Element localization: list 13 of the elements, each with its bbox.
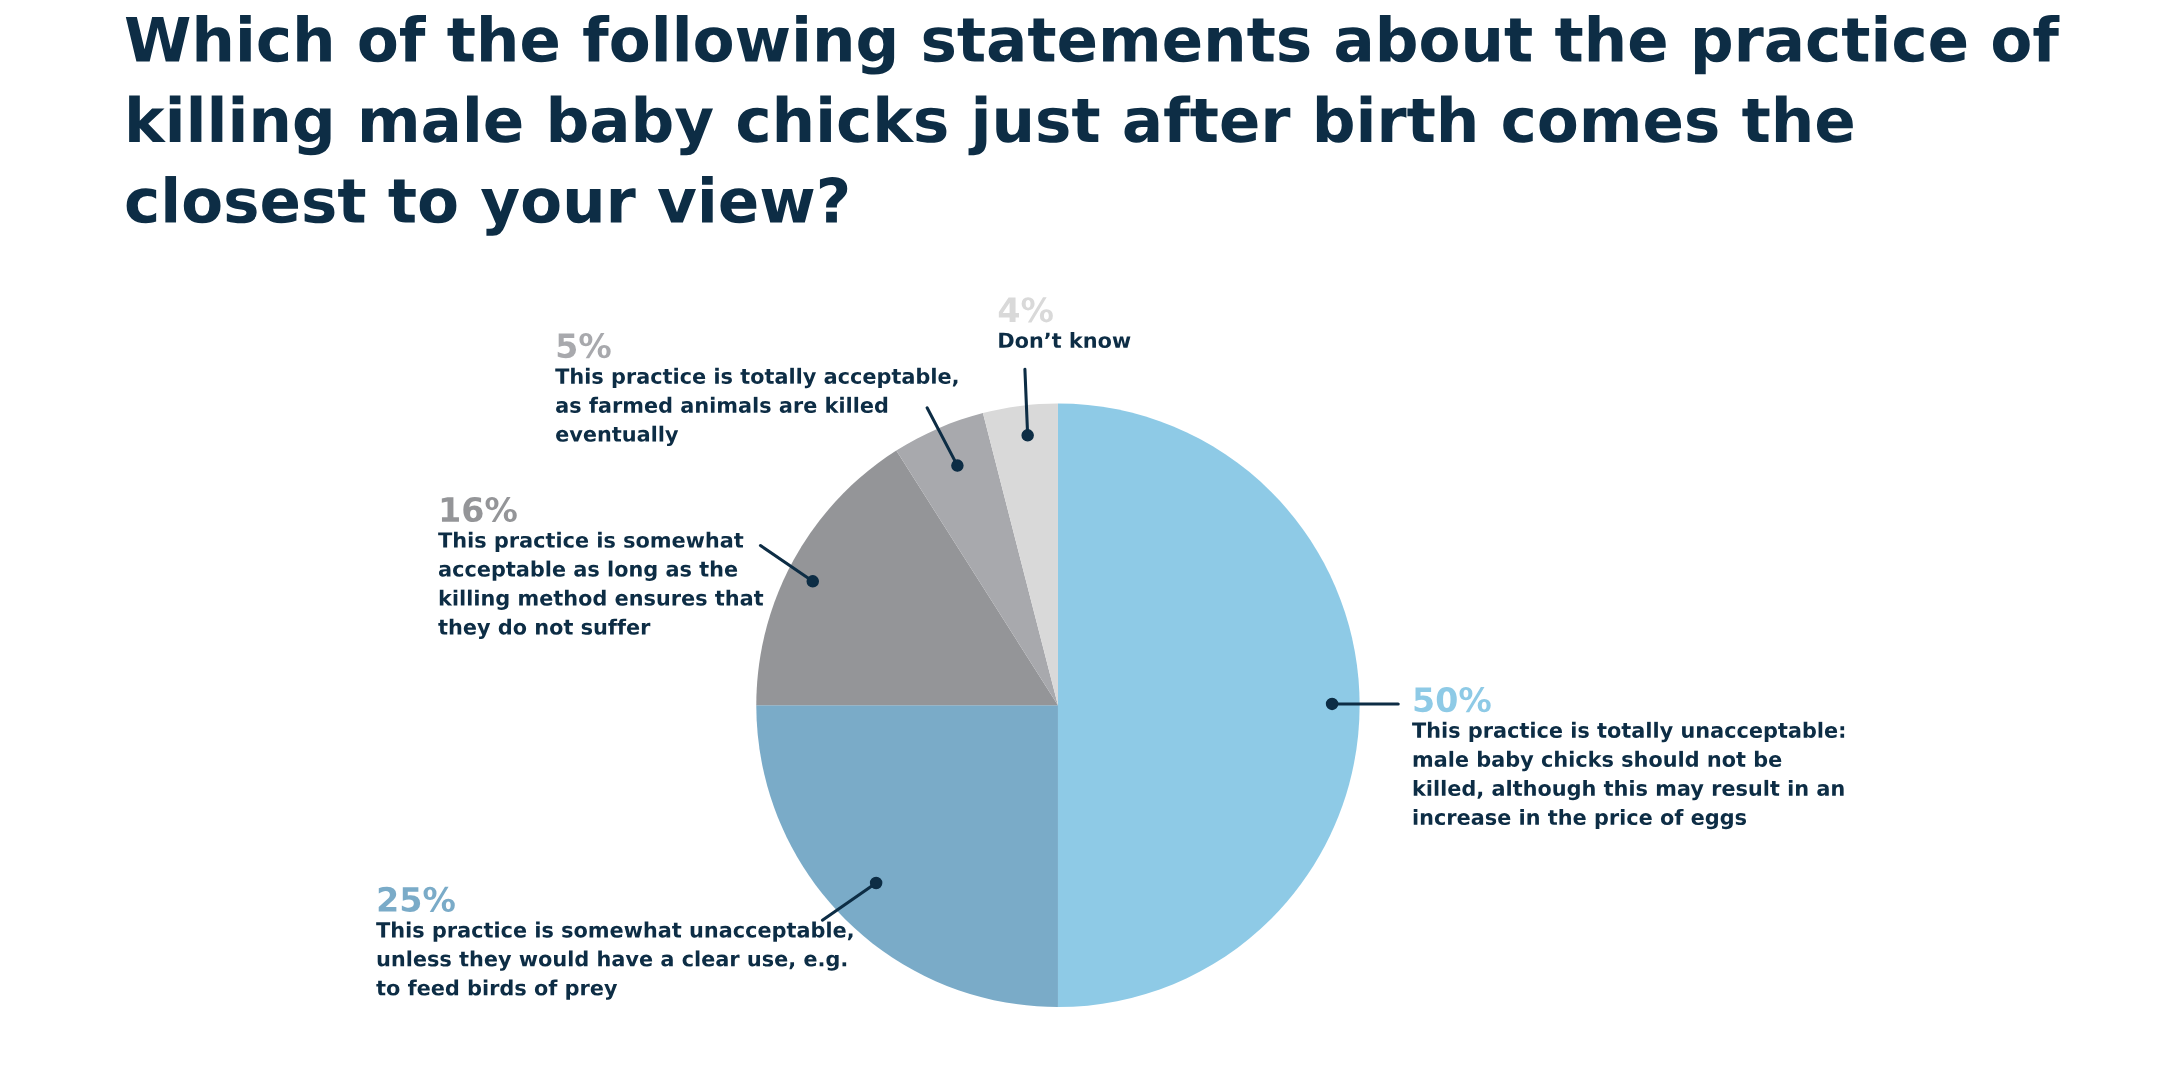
data-label: 50%: [1414, 687, 1491, 713]
data-label: 5%: [557, 332, 611, 359]
data-label: 25%: [378, 886, 455, 912]
slice-label: Don’t know: [999, 331, 1131, 349]
slice-label: This practice is somewhat acceptable as long as the killing method ensures that they do not suffer: [438, 531, 764, 639]
pie-slice: [896, 413, 1058, 706]
pie-slice: [982, 403, 1058, 706]
slice-label: This practice is totally unacceptable: male baby chicks should not be killed, although this may result in an increase in the price of eggs: [1412, 721, 1845, 830]
slice-label: This practice is totally acceptable, as farmed animals are killed eventually: [555, 367, 958, 447]
slice-label: This practice is somewhat unacceptable, unless they would have a clear use, e.g. to feed birds of prey: [376, 921, 853, 1000]
chart-title: Which of the following statements about the practice of killing male baby chicks just after birth comes the closest to your view?: [125, 15, 2060, 236]
pie-slice: [1057, 403, 1360, 1007]
data-label: 16%: [441, 496, 517, 523]
